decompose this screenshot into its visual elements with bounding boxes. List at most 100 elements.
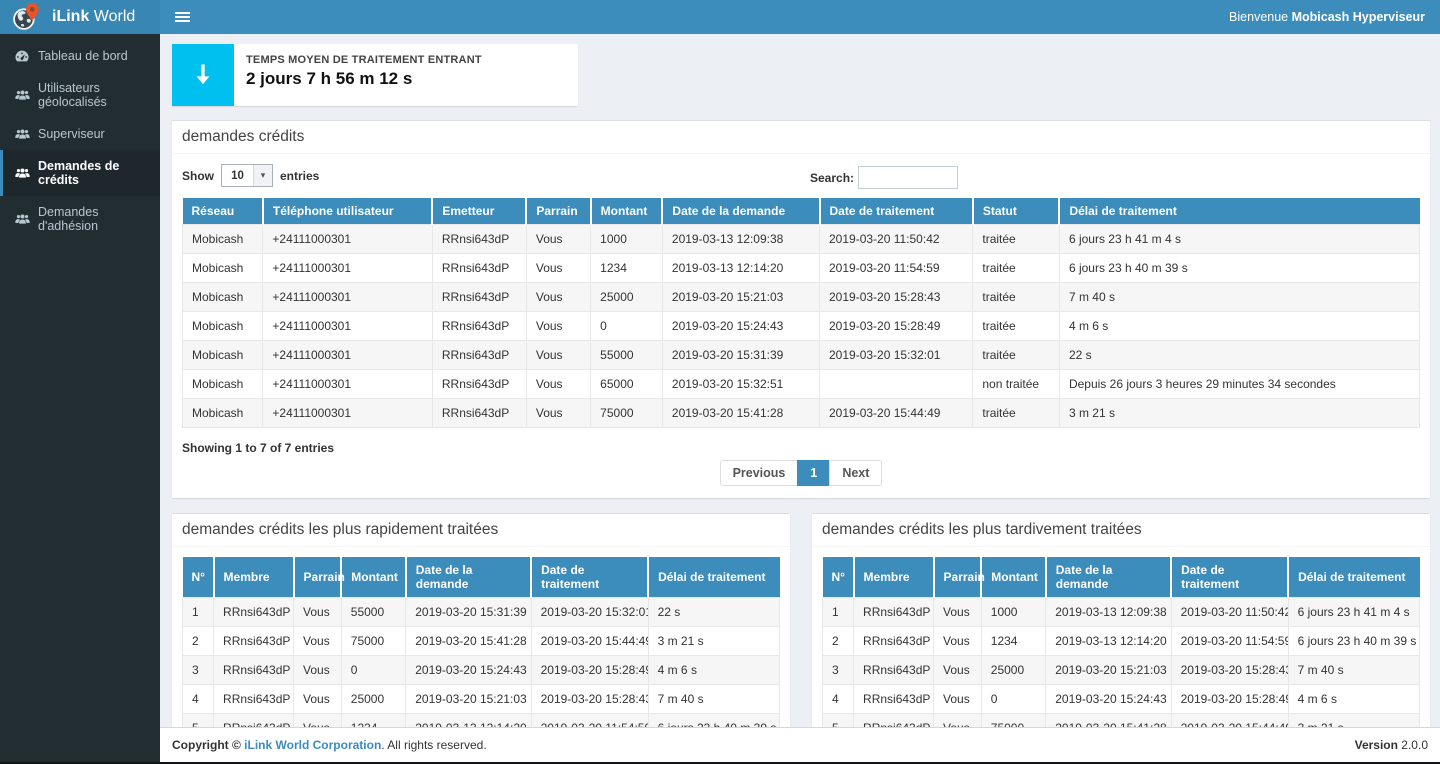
column-header[interactable]: Montant <box>981 557 1045 598</box>
company-link[interactable]: iLink World Corporation <box>244 738 381 752</box>
users-icon <box>15 213 30 226</box>
table-cell: 65000 <box>591 370 663 399</box>
column-header[interactable]: Date de la demande <box>406 557 531 598</box>
table-cell: RRnsi643dP <box>432 399 526 428</box>
table-cell: 2019-03-20 15:24:43 <box>1046 685 1171 714</box>
search-input[interactable] <box>858 166 958 189</box>
table-cell: Vous <box>294 656 342 685</box>
column-header[interactable]: Date de traitement <box>1171 557 1288 598</box>
table-cell: 7 m 40 s <box>648 685 779 714</box>
table-cell: 4 <box>823 685 854 714</box>
column-header[interactable]: Statut <box>973 198 1060 225</box>
column-header[interactable]: Délai de traitement <box>1059 198 1419 225</box>
sidebar-item-label: Tableau de bord <box>38 49 128 63</box>
column-header[interactable]: Date de la demande <box>1046 557 1171 598</box>
table-cell: RRnsi643dP <box>214 656 294 685</box>
brand-logo[interactable]: iLink World <box>0 0 160 34</box>
table-cell: +24111000301 <box>263 399 432 428</box>
table-cell: 22 s <box>1059 341 1419 370</box>
globe-pin-icon <box>12 2 40 32</box>
sidebar-toggle-icon[interactable] <box>160 0 205 34</box>
users-icon <box>15 89 30 102</box>
copyright-text: Copyright © iLink World Corporation. All… <box>172 738 487 752</box>
sidebar-nav: Tableau de bord Utilisateurs géolocalisés… <box>0 34 160 762</box>
column-header[interactable]: Délai de traitement <box>1288 557 1419 598</box>
table-cell: 2019-03-20 15:41:28 <box>662 399 819 428</box>
header-row: N°MembreParrainMontantDate de la demande… <box>183 557 780 598</box>
column-header[interactable]: Date de traitement <box>531 557 648 598</box>
table-cell <box>820 370 973 399</box>
credits-panel: demandes crédits Show 10 ▾ entries Se <box>172 120 1430 498</box>
column-header[interactable]: Montant <box>591 198 663 225</box>
column-header[interactable]: Montant <box>341 557 405 598</box>
table-cell: 2019-03-20 15:32:01 <box>531 598 648 627</box>
column-header[interactable]: Parrain <box>526 198 590 225</box>
stat-title: TEMPS MOYEN DE TRAITEMENT ENTRANT <box>246 54 482 66</box>
table-row: 3RRnsi643dPVous250002019-03-20 15:21:032… <box>823 656 1420 685</box>
datatable-controls: Show 10 ▾ entries Search: <box>182 164 1420 194</box>
sidebar-item-demandes-d-adh-sion[interactable]: Demandes d'adhésion <box>0 196 160 242</box>
table-cell: 2019-03-20 11:54:59 <box>820 254 973 283</box>
table-cell: 2019-03-20 15:28:43 <box>531 685 648 714</box>
table-cell: 6 jours 23 h 41 m 4 s <box>1288 598 1419 627</box>
table-row: 1RRnsi643dPVous10002019-03-13 12:09:3820… <box>823 598 1420 627</box>
main-content: TEMPS MOYEN DE TRAITEMENT ENTRANT 2 jour… <box>160 34 1440 762</box>
column-header[interactable]: Membre <box>214 557 294 598</box>
table-cell: Vous <box>934 627 982 656</box>
column-header[interactable]: Membre <box>854 557 934 598</box>
table-cell: RRnsi643dP <box>432 370 526 399</box>
column-header[interactable]: Parrain <box>294 557 342 598</box>
page-1-button[interactable]: 1 <box>797 460 830 486</box>
table-cell: 2019-03-20 15:32:01 <box>820 341 973 370</box>
table-cell: traitée <box>973 254 1060 283</box>
app-window: iLink World Bienvenue Mobicash Hypervise… <box>0 0 1440 764</box>
column-header[interactable]: Téléphone utilisateur <box>263 198 432 225</box>
table-cell: RRnsi643dP <box>214 598 294 627</box>
table-cell: RRnsi643dP <box>432 254 526 283</box>
table-cell: RRnsi643dP <box>854 685 934 714</box>
column-header[interactable]: N° <box>823 557 854 598</box>
table-cell: Vous <box>526 254 590 283</box>
table-cell: 3 m 21 s <box>1059 399 1419 428</box>
pagination: Previous 1 Next <box>182 460 1420 486</box>
column-header[interactable]: Date de traitement <box>820 198 973 225</box>
page-length-select[interactable]: 10 ▾ <box>221 164 273 187</box>
column-header[interactable]: Date de la demande <box>662 198 819 225</box>
table-cell: 4 m 6 s <box>1288 685 1419 714</box>
slowest-table: N°MembreParrainMontantDate de la demande… <box>822 557 1420 743</box>
table-cell: 2019-03-20 15:24:43 <box>662 312 819 341</box>
table-cell: RRnsi643dP <box>854 627 934 656</box>
column-header[interactable]: Parrain <box>934 557 982 598</box>
table-cell: 4 m 6 s <box>648 656 779 685</box>
sidebar-item-tableau-de-bord[interactable]: Tableau de bord <box>0 40 160 72</box>
slowest-panel-title: demandes crédits les plus tardivement tr… <box>812 514 1430 547</box>
column-header[interactable]: Délai de traitement <box>648 557 779 598</box>
column-header[interactable]: N° <box>183 557 214 598</box>
table-cell: 2019-03-20 15:41:28 <box>406 627 531 656</box>
table-cell: 2019-03-20 15:21:03 <box>406 685 531 714</box>
table-cell: 4 <box>183 685 214 714</box>
column-header[interactable]: Emetteur <box>432 198 526 225</box>
sidebar-item-superviseur[interactable]: Superviseur <box>0 118 160 150</box>
table-cell: 2019-03-13 12:14:20 <box>662 254 819 283</box>
table-cell: 2019-03-20 15:21:03 <box>1046 656 1171 685</box>
table-cell: 0 <box>591 312 663 341</box>
table-cell: 2 <box>823 627 854 656</box>
table-cell: Mobicash <box>183 341 263 370</box>
table-cell: Vous <box>526 370 590 399</box>
table-cell: +24111000301 <box>263 225 432 254</box>
table-cell: 2 <box>183 627 214 656</box>
table-cell: 0 <box>981 685 1045 714</box>
column-header[interactable]: Réseau <box>183 198 263 225</box>
next-page-button[interactable]: Next <box>829 460 882 486</box>
users-icon <box>15 128 30 141</box>
table-cell: RRnsi643dP <box>432 283 526 312</box>
table-row: Mobicash+24111000301RRnsi643dPVous650002… <box>183 370 1420 399</box>
table-row: 2RRnsi643dPVous750002019-03-20 15:41:282… <box>183 627 780 656</box>
table-cell: Vous <box>526 225 590 254</box>
previous-page-button[interactable]: Previous <box>720 460 799 486</box>
sidebar-item-demandes-de-cr-dits[interactable]: Demandes de crédits <box>0 150 160 196</box>
sidebar-item-utilisateurs-g-olocalis-s[interactable]: Utilisateurs géolocalisés <box>0 72 160 118</box>
table-cell: 22 s <box>648 598 779 627</box>
welcome-text[interactable]: Bienvenue Mobicash Hyperviseur <box>1229 10 1440 24</box>
